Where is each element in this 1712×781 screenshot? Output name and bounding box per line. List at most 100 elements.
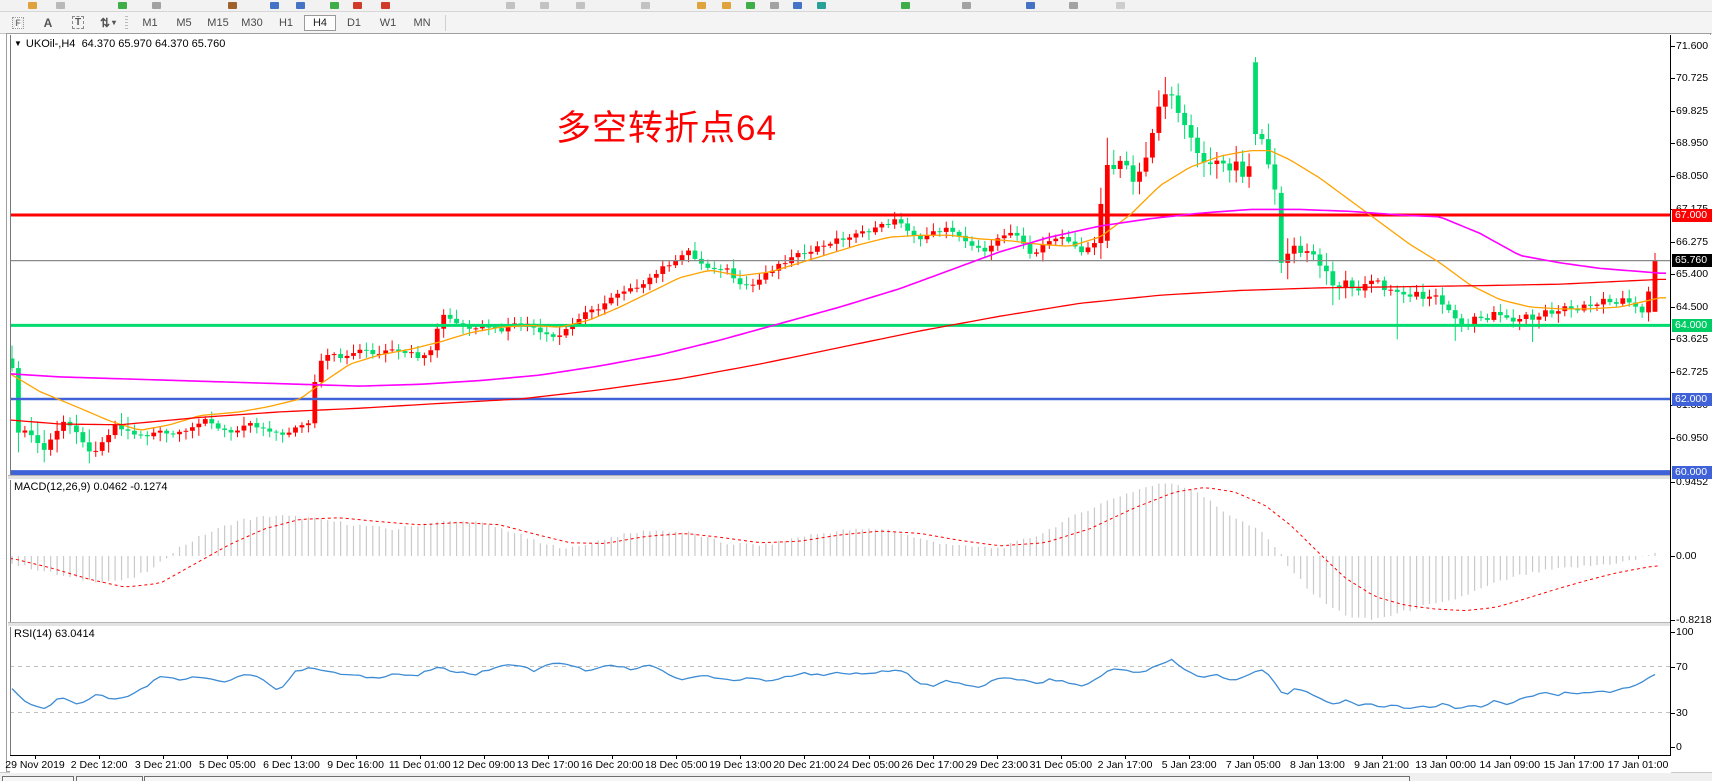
toolbar-icon-fragment: [641, 2, 650, 9]
time-tick: [163, 756, 165, 759]
macd-tick-label: 0.00: [1676, 550, 1697, 562]
time-tick-label: 20 Dec 21:00: [773, 759, 836, 771]
time-tick-label: 18 Dec 05:00: [644, 759, 708, 771]
price-axis[interactable]: 71.60070.72569.82568.95068.05067.17566.2…: [1670, 35, 1712, 772]
toolbar-icon-fragment: [746, 2, 755, 9]
time-tick-label: 31 Dec 05:00: [1029, 759, 1093, 771]
chevron-down-icon: ▾: [112, 18, 117, 27]
rsi-tick-label: 0: [1676, 741, 1682, 753]
panel-divider[interactable]: [8, 475, 1670, 480]
clipped-toolbar-strip: [0, 0, 1712, 12]
time-tick: [1445, 756, 1447, 759]
time-tick-label: 12 Dec 09:00: [452, 759, 516, 771]
macd-tick-label: 0.9452: [1676, 476, 1709, 489]
chart-title: ▼ UKOil-,H4 64.370 65.970 64.370 65.760: [14, 38, 225, 50]
time-tick: [1509, 756, 1511, 759]
time-tick-label: 14 Jan 09:00: [1479, 759, 1541, 771]
status-bar-cell: [76, 776, 143, 781]
time-tick: [1381, 756, 1383, 759]
price-tick-label: 64.500: [1676, 301, 1709, 313]
time-tick: [547, 756, 549, 759]
timeframe-button-M5[interactable]: M5: [176, 16, 192, 29]
time-tick-label: 3 Dec 21:00: [134, 759, 192, 771]
chart-toolbar: F A T ⇅ ▾ M1 M5 M15 M30 H1 H4 D1 W1 MN: [0, 12, 1712, 34]
text-annotation-tool-button[interactable]: A: [36, 14, 60, 32]
timeframe-button-W1[interactable]: W1: [379, 16, 397, 29]
time-tick-label: 5 Jan 23:00: [1161, 759, 1217, 771]
timeframe-button-MN[interactable]: MN: [413, 16, 431, 29]
toolbar-icon-fragment: [817, 2, 826, 9]
time-axis[interactable]: 29 Nov 2019 2 Dec 12:00 3 Dec 21:00 5 Dec 0…: [5, 755, 1671, 773]
toolbar-separator: [445, 14, 446, 31]
price-line-badge: 65.760: [1672, 254, 1712, 268]
time-tick-label: 13 Dec 17:00: [516, 759, 580, 771]
macd-tick-label: -0.8218: [1676, 614, 1712, 627]
price-tick-label: 60.950: [1676, 431, 1709, 444]
rsi-panel-canvas[interactable]: [10, 625, 1670, 755]
toolbar-icon-fragment: [353, 2, 362, 9]
time-tick-label: 6 Dec 13:00: [263, 759, 320, 771]
toolbar-icon-fragment: [228, 2, 237, 9]
zigzag-icon: ⇅: [99, 15, 111, 30]
time-tick-label: 26 Dec 17:00: [901, 759, 964, 771]
time-tick-label: 15 Jan 17:00: [1543, 759, 1605, 771]
time-tick-label: 2 Dec 12:00: [70, 759, 128, 771]
toolbar-drag-handle[interactable]: [125, 15, 128, 30]
axis-tick: [1671, 241, 1675, 243]
time-tick-label: 19 Dec 13:00: [709, 759, 772, 771]
time-tick: [1573, 756, 1575, 759]
symbol-dropdown-icon[interactable]: ▼: [14, 39, 22, 48]
letter-t-icon: T: [71, 16, 85, 29]
time-tick-label: 9 Dec 16:00: [327, 759, 384, 771]
time-tick-label: 2 Jan 17:00: [1097, 759, 1153, 771]
price-tick-label: 66.275: [1676, 235, 1709, 248]
toolbar-icon-fragment: [118, 2, 127, 9]
toolbar-icon-fragment: [506, 2, 515, 9]
status-bar-cell: [2, 776, 74, 781]
axis-tick: [1671, 143, 1675, 145]
axis-tick: [1671, 176, 1675, 178]
time-tick-label: 5 Dec 05:00: [199, 759, 256, 771]
axis-tick: [1671, 307, 1675, 308]
toolbar-icon-fragment: [697, 2, 706, 9]
timeframe-button-H4[interactable]: H4: [304, 14, 336, 31]
timeframe-button-D1[interactable]: D1: [346, 16, 362, 29]
time-tick: [483, 756, 485, 759]
price-line-badge: 60.000: [1672, 466, 1712, 480]
toolbar-icon-fragment: [1116, 2, 1125, 9]
text-box-tool-button[interactable]: T: [66, 14, 90, 32]
timeframe-button-H1[interactable]: H1: [278, 16, 294, 29]
toolbar-icon-fragment: [722, 2, 731, 9]
letter-a-icon: A: [43, 15, 53, 30]
toolbar-icon-fragment: [296, 2, 305, 9]
toolbar-icon-fragment: [330, 2, 339, 9]
zigzag-tool-button[interactable]: ⇅ ▾: [96, 14, 120, 32]
toolbar-icon-fragment: [56, 2, 65, 9]
timeframe-button-M30[interactable]: M30: [241, 16, 263, 29]
time-tick: [612, 756, 614, 759]
macd-panel-canvas[interactable]: [10, 478, 1670, 622]
axis-tick: [1671, 339, 1675, 341]
chart-text-annotation[interactable]: 多空转折点64: [556, 109, 777, 148]
time-tick: [1638, 756, 1639, 759]
time-tick-label: 8 Jan 13:00: [1289, 759, 1345, 771]
axis-tick: [1671, 372, 1675, 374]
grid-icon: F: [12, 16, 24, 29]
time-tick: [804, 756, 806, 759]
timeframe-bar: M1 M5 M15 M30 H1 H4 D1 W1 MN: [133, 14, 439, 31]
time-tick-label: 16 Dec 20:00: [580, 759, 644, 771]
panel-divider[interactable]: [8, 622, 1670, 627]
time-tick: [1317, 756, 1319, 759]
timeframe-button-M15[interactable]: M15: [207, 16, 229, 29]
time-tick-label: 11 Dec 01:00: [388, 759, 451, 771]
toolbar-icon-fragment: [1026, 2, 1035, 9]
font-grid-tool-button[interactable]: F: [6, 14, 30, 32]
axis-tick: [1671, 77, 1675, 79]
macd-indicator-label: MACD(12,26,9) 0.0462 -0.1274: [14, 481, 168, 493]
time-tick-label: 9 Jan 21:00: [1354, 759, 1409, 771]
time-tick-label: 24 Dec 05:00: [837, 759, 900, 771]
price-chart-canvas[interactable]: [10, 35, 1670, 475]
time-tick: [1253, 756, 1255, 759]
timeframe-button-M1[interactable]: M1: [142, 16, 158, 29]
